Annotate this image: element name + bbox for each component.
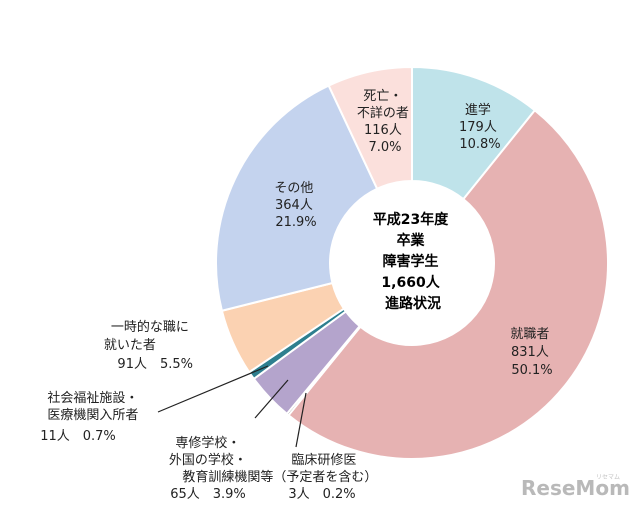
label-rinsho-name: 臨床研修医 [291, 453, 356, 468]
label-senshu: 専修学校・ 外国の学校・ 教育訓練機関等（予定者を含む） 65人 3.9% [169, 435, 382, 502]
label-fukushi-value: 11人 0.7% [40, 429, 116, 444]
label-sonota-percent: 21.9% [275, 215, 316, 230]
label-shushoku-count: 831人 [511, 345, 549, 360]
center-label: 平成23年度 卒業 障害学生 1,660人 進路状況 [373, 211, 453, 312]
center-line-1: 平成23年度 [373, 211, 449, 228]
label-ichiji-name-1: 一時的な職に [111, 319, 189, 335]
label-sonota: その他 364人 21.9% [274, 181, 317, 230]
label-shushoku-percent: 50.1% [511, 363, 552, 378]
leader-lines [157, 365, 307, 448]
center-line-5: 進路状況 [385, 295, 441, 312]
label-fukushi: 社会福祉施設・ 医療機関入所者 11人 0.7% [40, 390, 142, 444]
label-shingaku-count: 179人 [459, 120, 497, 135]
label-sonota-name: その他 [274, 181, 313, 196]
slice-shushoku [287, 108, 609, 460]
label-ichiji-name-2: 就いた者 [104, 338, 156, 353]
label-rinsho: 臨床研修医 3人 0.2% [288, 453, 360, 502]
center-line-3: 障害学生 [383, 253, 439, 270]
resemom-logo-sub: リセマム [596, 474, 620, 481]
label-ichiji-value: 91人 5.5% [117, 357, 193, 372]
label-fukushi-name-2: 医療機関入所者 [47, 408, 138, 423]
slice-sonota [215, 84, 379, 312]
leader-line-senshu [254, 379, 289, 419]
label-shibou-name-2: 不詳の者 [357, 105, 409, 121]
resemom-logo: ReseMom [521, 476, 630, 500]
label-shingaku-name: 進学 [465, 102, 491, 118]
label-shushoku: 就職者 831人 50.1% [510, 327, 553, 378]
center-line-2: 卒業 [397, 232, 426, 249]
donut-slices [215, 65, 609, 460]
label-fukushi-name-1: 社会福祉施設・ [47, 390, 138, 406]
label-shibou: 死亡・ 不詳の者 116人 7.0% [357, 89, 413, 155]
label-shingaku-percent: 10.8% [459, 137, 500, 152]
label-senshu-name-1: 専修学校・ [175, 435, 240, 451]
label-senshu-name-3: 教育訓練機関等（予定者を含む） [182, 469, 377, 485]
leader-line-fukushi [157, 365, 269, 413]
label-senshu-name-2: 外国の学校・ [169, 452, 247, 468]
label-rinsho-value: 3人 0.2% [288, 487, 355, 502]
label-shushoku-name: 就職者 [510, 327, 549, 342]
leader-line-rinsho [295, 392, 307, 448]
label-shibou-count: 116人 [364, 123, 402, 138]
slice-shibou [327, 65, 413, 191]
label-sonota-count: 364人 [275, 198, 313, 213]
label-shingaku: 進学 179人 10.8% [459, 102, 501, 152]
label-ichiji: 一時的な職に 就いた者 91人 5.5% [104, 319, 193, 372]
label-shibou-name-1: 死亡・ [363, 89, 402, 104]
label-senshu-value: 65人 3.9% [170, 487, 246, 502]
label-shibou-percent: 7.0% [368, 140, 401, 155]
center-line-4: 1,660人 [381, 274, 440, 291]
